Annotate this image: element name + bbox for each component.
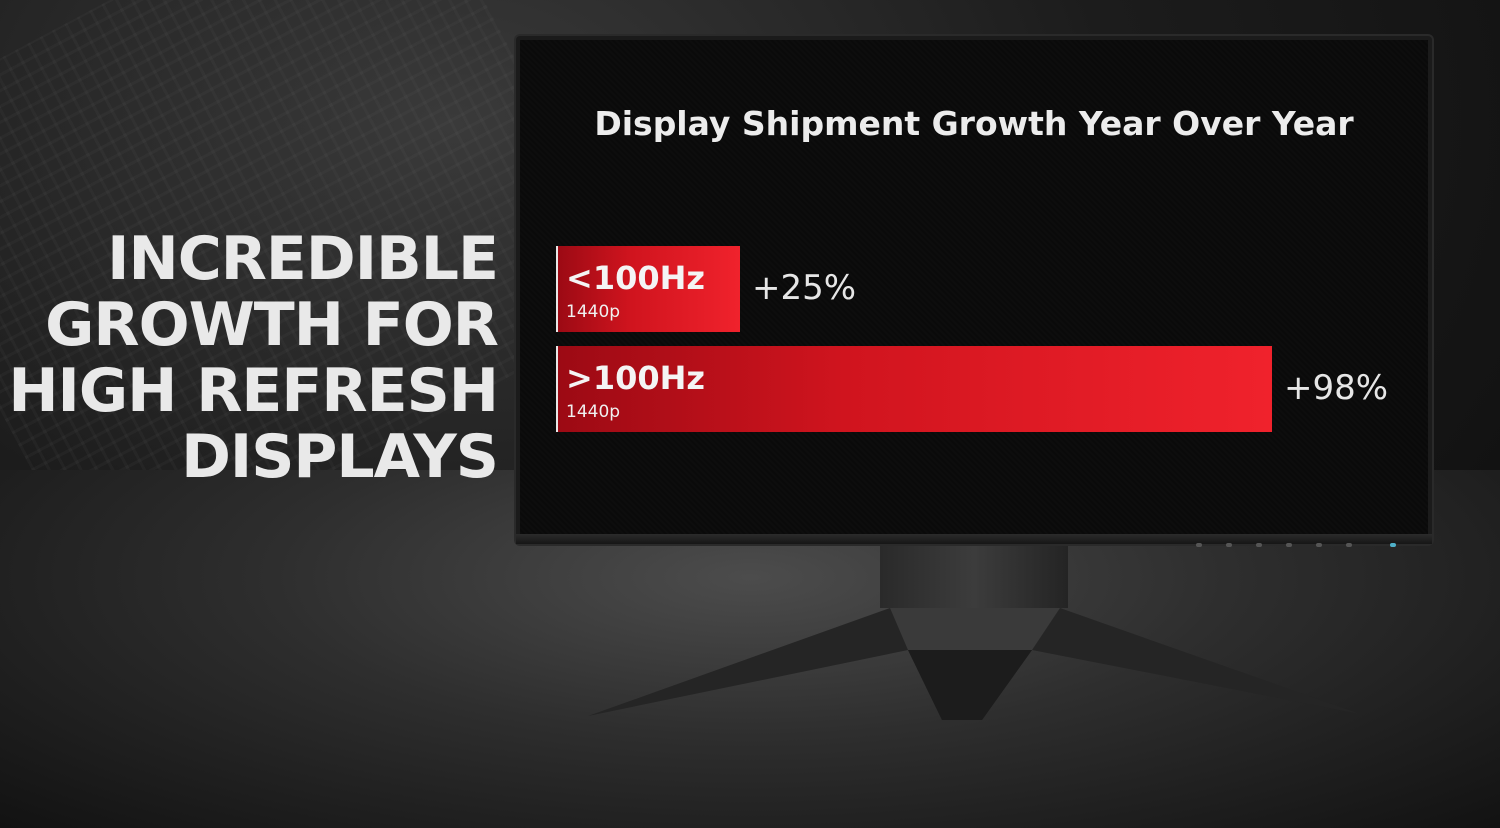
monitor-button-icon	[1226, 543, 1232, 547]
bar-category-label: <100Hz	[566, 259, 706, 297]
headline-line: DISPLAYS	[181, 422, 499, 492]
chart-title: Display Shipment Growth Year Over Year	[594, 104, 1354, 143]
monitor-button-icon	[1256, 543, 1262, 547]
monitor-neck	[880, 546, 1068, 608]
bar-value-label: +25%	[752, 268, 857, 308]
bar: >100Hz 1440p	[556, 346, 1272, 432]
monitor-button-icon	[1286, 543, 1292, 547]
bar-resolution-label: 1440p	[566, 302, 621, 322]
headline-line: HIGH REFRESH	[8, 356, 499, 426]
bar: <100Hz 1440p	[556, 246, 740, 332]
monitor-button-icon	[1316, 543, 1322, 547]
bar-resolution-label: 1440p	[566, 402, 621, 422]
monitor-bezel	[516, 534, 1432, 544]
headline: INCREDIBLE GROWTH FOR HIGH REFRESH DISPL…	[8, 224, 499, 492]
monitor-button-icon	[1196, 543, 1202, 547]
power-led-icon	[1390, 543, 1396, 547]
bar-category-label: >100Hz	[566, 359, 706, 397]
bar-value-label: +98%	[1284, 368, 1389, 408]
headline-line: GROWTH FOR	[45, 290, 499, 360]
monitor-button-icon	[1346, 543, 1352, 547]
headline-line: INCREDIBLE	[107, 224, 499, 294]
